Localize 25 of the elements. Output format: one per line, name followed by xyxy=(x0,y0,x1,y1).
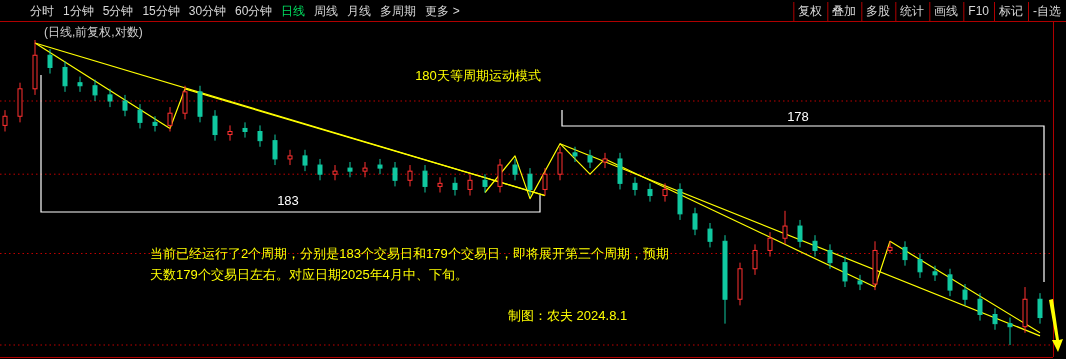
text: 分时 xyxy=(30,4,54,18)
annotation: 183 xyxy=(277,193,299,208)
text: 多周期 xyxy=(380,4,417,18)
text: F10 xyxy=(968,4,990,18)
annotation: 当前已经运行了2个周期，分别是183个交易日和179个交易日，即将展开第三个周期，预期天数179个交易日左右。对应日期2025年4月中、下旬。 xyxy=(150,245,670,284)
text: 叠加 xyxy=(832,4,857,18)
text: 180天等周期运动模式 xyxy=(415,68,541,83)
text: 60分钟 xyxy=(235,4,273,18)
text: 画线 xyxy=(934,4,959,18)
text: 统计 xyxy=(900,4,925,18)
text: 30分钟 xyxy=(188,4,227,18)
text: 1分钟 xyxy=(63,4,94,18)
text: 复权 xyxy=(798,4,823,18)
annotation: 制图：农夫 2024.8.1 xyxy=(508,308,628,323)
annotation: 178 xyxy=(787,109,809,124)
text: 日线 xyxy=(281,4,306,18)
text: 更多 > xyxy=(425,4,460,18)
chart-subtitle: (日线,前复权,对数) xyxy=(44,25,143,39)
text: 月线 xyxy=(347,4,372,18)
text: -自选 xyxy=(1033,4,1061,18)
text: 多股 xyxy=(866,4,891,18)
text: 15分钟 xyxy=(142,4,180,18)
text: 周线 xyxy=(314,4,339,18)
text: 5分钟 xyxy=(102,4,134,18)
text: 标记 xyxy=(998,4,1023,18)
